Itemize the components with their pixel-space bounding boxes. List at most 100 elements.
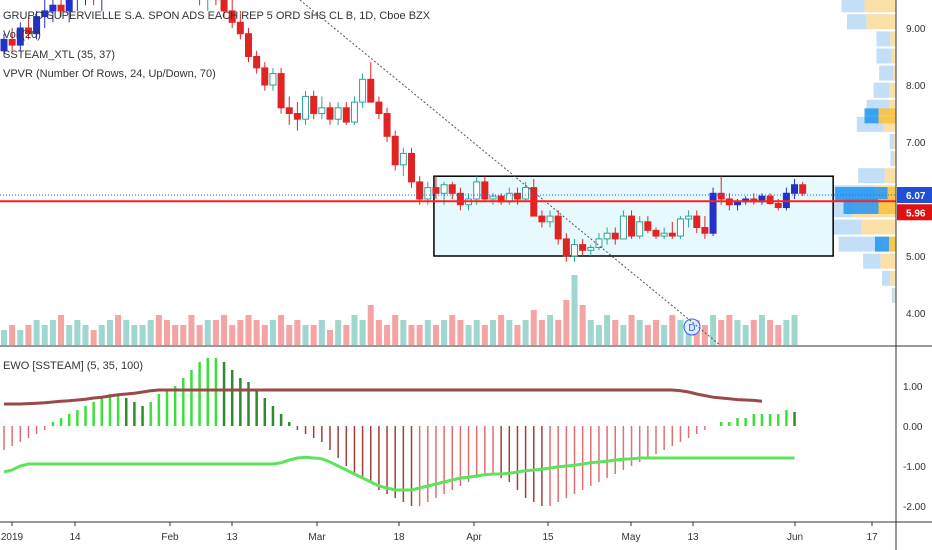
volume-bar <box>343 325 350 345</box>
volume-bar <box>758 315 765 345</box>
volume-bar <box>212 320 219 345</box>
ewo-legend: EWO [SSTEAM] (5, 35, 100) <box>3 360 143 372</box>
volume-bar <box>473 320 480 345</box>
candle-body <box>367 78 375 103</box>
candle-body <box>285 107 293 115</box>
ewo-tick-label: 1.00 <box>903 382 923 393</box>
volume-bar <box>449 315 456 345</box>
candle-body <box>293 113 301 120</box>
vp-row-down <box>864 0 896 13</box>
candle-body <box>440 184 448 194</box>
volume-legend: Vol (20) <box>3 29 41 41</box>
volume-bar <box>106 320 113 345</box>
vp-row-up <box>876 31 891 47</box>
vp-row-down <box>880 253 896 269</box>
candle-body <box>709 192 717 234</box>
candle-body <box>587 246 595 251</box>
volume-bar <box>90 330 97 345</box>
candle-body <box>41 10 49 18</box>
volume-bar <box>571 275 578 345</box>
vp-row-up <box>838 236 882 252</box>
volume-bar <box>734 320 741 345</box>
vp-row-strong-down <box>878 108 896 124</box>
vp-row-strong-down <box>889 236 896 252</box>
volume-bar <box>408 325 415 345</box>
price-tick-label: 7.00 <box>906 138 926 149</box>
candle-body <box>302 95 310 120</box>
vp-row-up <box>847 14 867 30</box>
candle-body <box>611 232 619 240</box>
candle-body <box>24 27 32 35</box>
vp-row-up <box>873 82 889 98</box>
candle-body <box>538 215 546 223</box>
vp-row-down <box>890 31 896 47</box>
volume-bar <box>245 315 252 345</box>
candle-body <box>603 232 611 240</box>
vpvr-legend: VPVR (Number Of Rows, 24, Up/Down, 70) <box>3 68 216 80</box>
red-price-label: 5.96 <box>906 208 926 219</box>
vp-row-up <box>858 168 885 184</box>
candles: D <box>0 0 807 336</box>
ewo-tick-label: 0.00 <box>903 422 923 433</box>
volume-bar <box>58 315 65 345</box>
candle-body <box>253 56 261 69</box>
x-tick-label: Jun <box>787 532 803 543</box>
candle-body <box>408 152 415 183</box>
volume-bar <box>416 325 423 345</box>
candle-body <box>481 181 489 200</box>
volume-bar <box>775 325 782 345</box>
volume-bar <box>359 320 366 345</box>
candle-body <box>717 192 725 200</box>
candle-body <box>554 215 562 240</box>
x-tick-label: Feb <box>161 532 179 543</box>
volume-bar <box>587 320 594 345</box>
candle-body <box>269 73 277 86</box>
volume-bar <box>653 320 659 345</box>
x-tick-label: Mar <box>308 532 326 543</box>
volume-bar <box>294 320 301 345</box>
candle-body <box>399 152 407 166</box>
candle-body <box>562 238 570 257</box>
x-tick-label: 2019 <box>1 532 24 543</box>
volume-bar <box>180 325 187 345</box>
volume-bar <box>718 320 725 345</box>
volume-bar <box>33 320 40 345</box>
ewo-green-line <box>3 455 795 492</box>
vp-row-strong-up <box>875 236 889 252</box>
volume-bar <box>204 320 211 345</box>
volume-bar <box>726 315 733 345</box>
volume-bar <box>595 325 602 345</box>
volume-bar <box>669 315 676 345</box>
volume-bar <box>710 315 717 345</box>
ewo-tick-label: -2.00 <box>903 502 926 513</box>
volume-bar <box>253 320 260 345</box>
volume-bar <box>384 325 391 345</box>
candle-body <box>546 215 554 223</box>
volume-bar <box>229 325 236 345</box>
volume-bar <box>530 310 537 345</box>
volume-bar <box>750 320 757 345</box>
volume-bar <box>392 315 399 345</box>
candle-body <box>236 21 244 35</box>
vp-row-strong-up <box>864 108 879 124</box>
candle-body <box>774 203 782 209</box>
last-price-label: 6.07 <box>906 191 926 202</box>
candle-body <box>791 184 799 194</box>
x-tick-label: May <box>622 532 641 543</box>
last-price-tag <box>897 187 932 204</box>
x-tick-label: 18 <box>393 532 405 543</box>
volume-bar <box>701 325 708 345</box>
red-price-tag <box>897 204 932 221</box>
candle-body <box>489 195 497 200</box>
candle-body <box>416 181 424 200</box>
volume-bar <box>628 315 635 345</box>
vp-row-down <box>861 219 896 235</box>
price-lines <box>0 0 896 346</box>
vp-row-down <box>890 270 896 286</box>
vp-row-up <box>891 287 895 303</box>
volume-bar <box>49 320 56 345</box>
volume-bar <box>457 320 464 345</box>
candle-body <box>522 187 530 200</box>
